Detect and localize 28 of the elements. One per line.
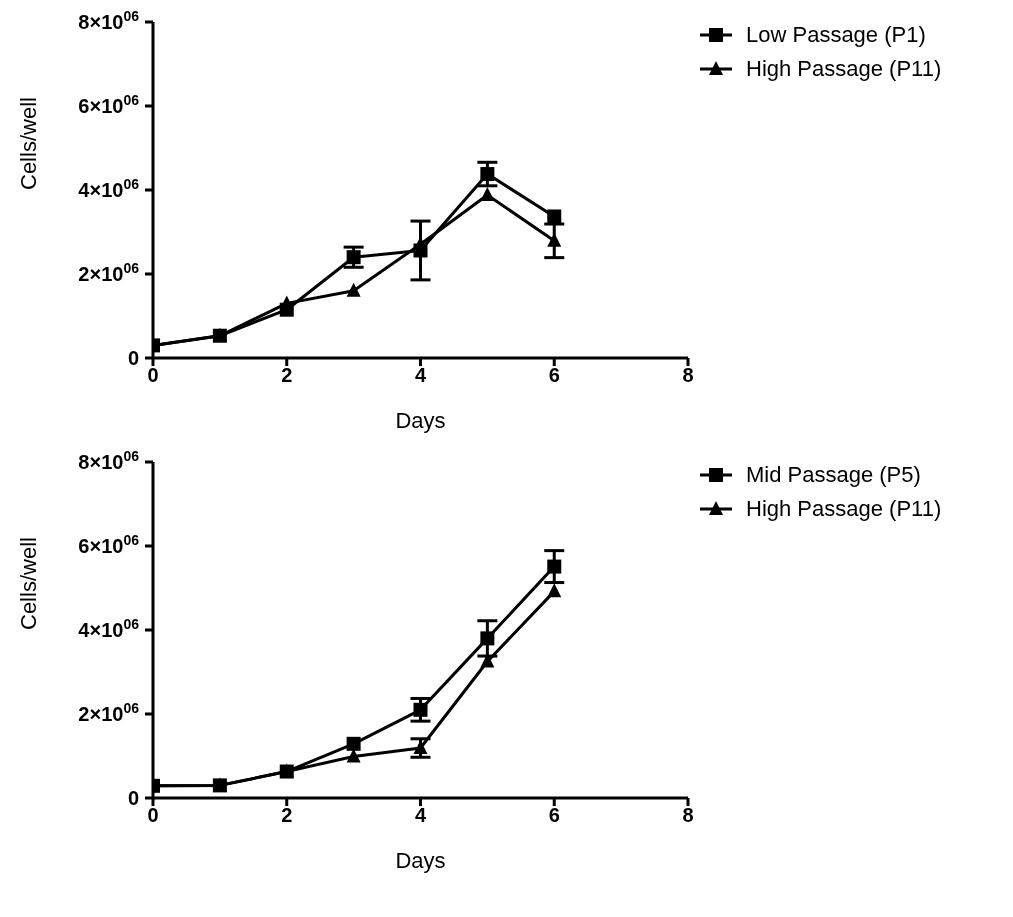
y-tick-label: 0 <box>127 347 139 369</box>
y-axis-title: Cells/well <box>15 97 41 190</box>
y-tick-label: 2×10$^{06}$ <box>78 260 140 285</box>
y-tick-label: 4×10$^{06}$ <box>78 176 140 201</box>
y-tick-label: 6×10$^{06}$ <box>78 92 140 117</box>
x-tick-label: 2 <box>281 804 293 827</box>
x-tick-label: 0 <box>147 364 159 387</box>
y-tick-label: 4×10$^{06}$ <box>78 616 140 641</box>
x-tick-label: 6 <box>548 804 560 827</box>
legend-label: Mid Passage (P5) <box>746 462 921 488</box>
x-tick-label: 6 <box>548 364 560 387</box>
y-tick-label: 0 <box>127 787 139 809</box>
legend-label: High Passage (P11) <box>746 56 942 82</box>
y-tick-label: 6×10$^{06}$ <box>78 532 140 557</box>
x-tick-label: 8 <box>682 364 694 387</box>
x-tick-label: 2 <box>281 364 293 387</box>
x-tick-label: 4 <box>414 804 427 827</box>
legend-label: Low Passage (P1) <box>746 22 926 48</box>
x-tick-label: 8 <box>682 804 694 827</box>
x-axis-title: Days <box>395 408 446 433</box>
y-axis-title: Cells/well <box>15 537 41 630</box>
legend-label: High Passage (P11) <box>746 496 942 522</box>
y-tick-label: 8×10$^{06}$ <box>78 448 140 473</box>
y-tick-label: 2×10$^{06}$ <box>78 700 140 725</box>
x-tick-label: 0 <box>147 804 159 827</box>
x-tick-label: 4 <box>414 364 427 387</box>
x-axis-title: Days <box>395 848 446 873</box>
y-tick-label: 8×10$^{06}$ <box>78 8 140 33</box>
